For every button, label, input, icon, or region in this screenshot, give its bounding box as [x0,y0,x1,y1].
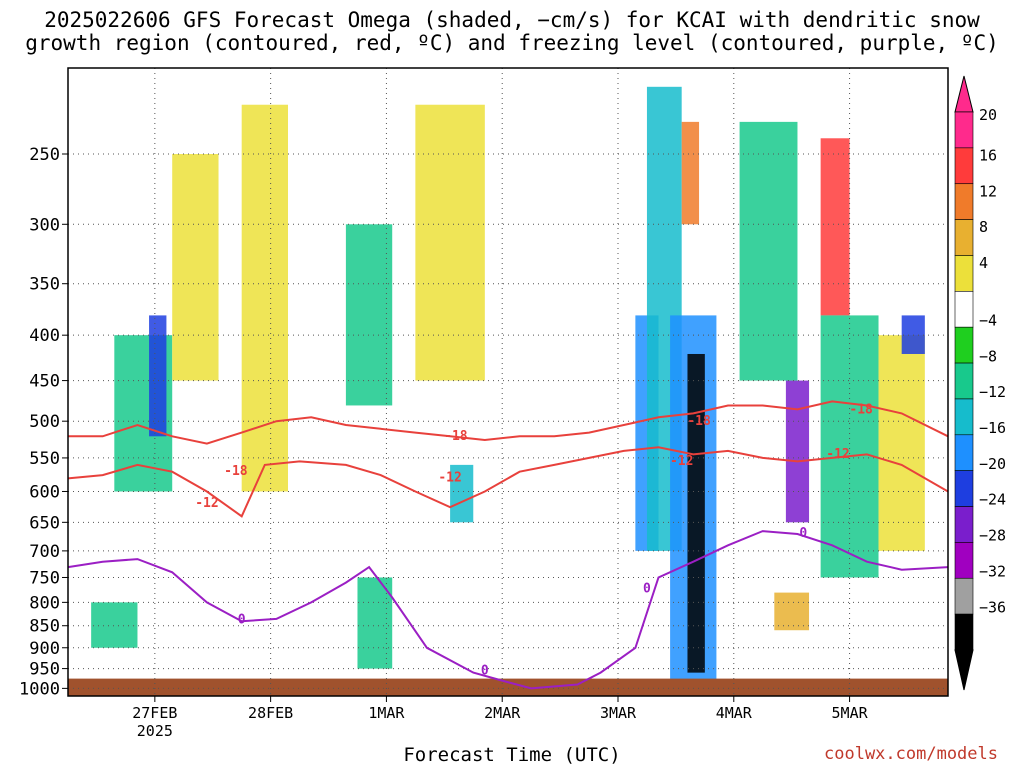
colorbar-segment-3 [954,219,974,256]
omega-shade-13 [681,121,700,225]
omega-shade-5 [345,224,393,406]
colorbar-label-13: −36 [979,598,1006,616]
x-tick-sublabel-year: 2025 [137,722,173,740]
colorbar-label-7: −12 [979,383,1006,401]
contour-line-0 [68,400,949,445]
colorbar-segment-6 [954,326,974,364]
colorbar-label-6: −8 [979,347,997,365]
x-tick-label-0: 27FEB [132,704,177,722]
colorbar-segment-4 [954,255,974,292]
chart-title-line2: growth region (contoured, red, ºC) and f… [25,31,999,55]
colorbar-segment-10 [954,470,974,507]
colorbar-label-12: −32 [979,562,1006,580]
contour-label-m12-c: -12 [670,454,693,469]
contour-label-0-b: 0 [481,664,489,679]
x-tick-label-2: 1MAR [368,704,405,722]
colorbar-segment-7 [954,362,974,400]
x-axis-title: Forecast Time (UTC) [403,744,621,766]
colorbar-label-11: −28 [979,527,1006,545]
omega-shade-12 [687,353,705,673]
y-tick-label-1: 300 [29,215,60,235]
omega-shade-20 [774,592,810,631]
y-tick-label-5: 500 [29,412,60,432]
y-tick-label-9: 700 [29,542,60,562]
contour-label-m12-b: -12 [438,471,461,486]
omega-shade-15 [785,380,810,523]
y-tick-label-7: 600 [29,482,60,502]
contour-label-m12-a: -12 [195,496,218,511]
contour-label-m12-d: -12 [826,447,849,462]
y-tick-label-15: 1000 [19,679,60,699]
colorbar-bottom-triangle [954,649,974,691]
omega-shade-4 [241,104,288,492]
colorbar-label-3: 8 [979,218,988,236]
colorbar-segment-14 [954,613,974,651]
terrain-band [68,678,948,696]
colorbar-segment-8 [954,398,974,436]
colorbar-label-5: −4 [979,311,997,329]
y-tick-label-4: 450 [29,372,60,392]
omega-shade-16 [820,138,850,316]
y-tick-label-8: 650 [29,513,60,533]
colorbar-segment-11 [954,506,974,543]
omega-shade-3 [172,154,219,381]
y-tick-label-6: 550 [29,449,60,469]
omega-shade-7 [415,104,485,381]
contour-label-0-c: 0 [643,582,651,597]
y-tick-label-0: 250 [29,145,60,165]
y-tick-label-10: 750 [29,568,60,588]
y-tick-label-11: 800 [29,593,60,613]
x-tick-label-3: 2MAR [484,704,521,722]
x-tick-label-6: 5MAR [832,704,869,722]
colorbar-segment-1 [954,147,974,185]
colorbar-label-1: 16 [979,146,997,164]
colorbar-label-0: 20 [979,106,997,124]
colorbar-segment-5 [954,291,974,328]
y-tick-label-2: 350 [29,275,60,295]
colorbar-segment-2 [954,183,974,220]
omega-shade-8 [450,464,474,523]
colorbar-segment-0 [954,111,974,149]
colorbar-label-4: 4 [979,254,988,272]
omega-shade-18 [878,335,925,551]
contour-label-m18-c: -18 [687,414,711,429]
colorbar-label-2: 12 [979,182,997,200]
x-tick-label-1: 28FEB [248,704,293,722]
contour-line-2 [67,530,949,690]
colorbar-label-10: −24 [979,491,1006,509]
plot-frame [67,67,949,697]
colorbar-label-8: −16 [979,419,1006,437]
y-tick-label-12: 850 [29,617,60,637]
omega-shade-14 [739,121,798,381]
colorbar-top-triangle [954,75,974,113]
contour-label-m18-b: -18 [444,429,468,444]
contour-line-1 [67,446,949,518]
contour-label-0-d: 0 [799,526,807,541]
x-tick-label-5: 4MAR [716,704,753,722]
omega-shade-0 [91,602,138,648]
colorbar-segment-13 [954,577,974,615]
y-tick-label-3: 400 [29,326,60,346]
y-tick-label-14: 950 [29,660,60,680]
colorbar-segment-12 [954,542,974,579]
omega-shade-2 [149,315,167,437]
x-tick-label-4: 3MAR [600,704,637,722]
credit-link[interactable]: coolwx.com/models [824,744,998,764]
contour-label-0-a: 0 [238,612,246,627]
chart-title-line1: 2025022606 GFS Forecast Omega (shaded, −… [44,8,980,32]
contour-label-m18-a: -18 [224,464,248,479]
colorbar-segment-9 [954,434,974,471]
contour-label-m18-d: -18 [849,402,873,417]
y-tick-label-13: 900 [29,639,60,659]
colorbar-label-9: −20 [979,455,1006,473]
